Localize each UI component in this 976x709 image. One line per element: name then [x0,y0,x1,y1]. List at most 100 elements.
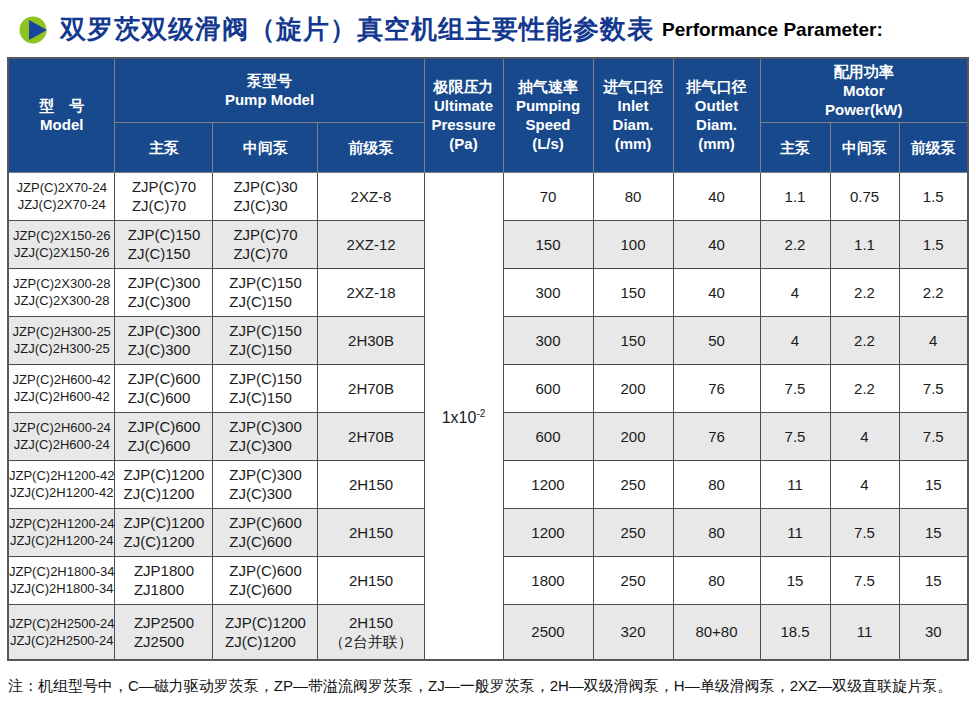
cell-model: JZP(C)2H1800-34 JZJ(C)2H1800-34 [8,556,115,604]
cell-inlet: 150 [593,316,673,364]
cell-main: ZJP1800 ZJ1800 [115,556,213,604]
cell-p2: 4 [830,412,899,460]
cell-p3: 7.5 [899,412,968,460]
performance-parameter-table: 型 号 Model 泵型号 Pump Model 极限压力 Ultimate P… [7,57,969,661]
cell-p1: 11 [760,508,830,556]
cell-fore: 2H150 [318,556,424,604]
footnote: 注：机组型号中，C—磁力驱动罗茨泵，ZP—带溢流阀罗茨泵，ZJ—一般罗茨泵，2H… [8,677,968,696]
cell-model: JZP(C)2H600-42 JZJ(C)2H600-42 [8,364,115,412]
cell-speed: 2500 [503,604,593,660]
cell-p3: 1.5 [899,220,968,268]
cell-p3: 1.5 [899,172,968,220]
cell-inlet: 80 [593,172,673,220]
cell-model: JZP(C)2H300-25 JZJ(C)2H300-25 [8,316,115,364]
cell-p2: 7.5 [830,556,899,604]
header-row-top: 型 号 Model 泵型号 Pump Model 极限压力 Ultimate P… [8,58,968,122]
cell-p1: 11 [760,460,830,508]
cell-p2: 2.2 [830,364,899,412]
cell-main: ZJP(C)70 ZJ(C)70 [115,172,213,220]
pump-model-text: ZJP(C)600 ZJ(C)600 [128,417,201,455]
cell-p2: 4 [830,460,899,508]
pump-model-text: ZJP(C)600 ZJ(C)600 [229,513,302,551]
play-bullet-icon [18,13,52,47]
cell-speed: 1800 [503,556,593,604]
cell-model: JZP(C)2X300-28 JZJ(C)2X300-28 [8,268,115,316]
cell-middle: ZJP(C)70 ZJ(C)70 [213,220,318,268]
cell-model: JZP(C)2H2500-24 JZJ(C)2H2500-24 [8,604,115,660]
cell-inlet: 250 [593,556,673,604]
col-header-inlet-diam: 进气口径 Inlet Diam. (mm) [593,58,673,172]
cell-p1: 4 [760,268,830,316]
cell-outlet: 76 [673,364,760,412]
cell-middle: ZJP(C)300 ZJ(C)300 [213,412,318,460]
cell-main: ZJP(C)300 ZJ(C)300 [115,316,213,364]
col-header-power-middle-pump: 中间泵 [830,122,899,172]
cell-main: ZJP(C)1200 ZJ(C)1200 [115,508,213,556]
cell-outlet: 76 [673,412,760,460]
cell-speed: 300 [503,268,593,316]
cell-main: ZJP(C)300 ZJ(C)300 [115,268,213,316]
pump-model-text: ZJP(C)150 ZJ(C)150 [128,225,201,263]
cell-fore: 2XZ-12 [318,220,424,268]
cell-inlet: 200 [593,412,673,460]
cell-inlet: 320 [593,604,673,660]
page-header: 双罗茨双级滑阀（旋片）真空机组主要性能参数表 Performance Param… [0,0,976,47]
col-header-middle-pump: 中间泵 [213,122,318,172]
cell-p2: 0.75 [830,172,899,220]
cell-fore: 2H150 （2台并联） [318,604,424,660]
col-header-pump-model: 泵型号 Pump Model [115,58,424,122]
pump-model-text: ZJP(C)300 ZJ(C)300 [229,417,302,455]
cell-p1: 4 [760,316,830,364]
col-header-fore-pump: 前级泵 [318,122,424,172]
cell-outlet: 80 [673,508,760,556]
col-header-ultimate-pressure: 极限压力 Ultimate Pressure (Pa) [424,58,503,172]
cell-outlet: 50 [673,316,760,364]
pump-model-text: ZJP(C)600 ZJ(C)600 [128,369,201,407]
cell-middle: ZJP(C)150 ZJ(C)150 [213,268,318,316]
cell-main: ZJP(C)600 ZJ(C)600 [115,364,213,412]
pump-model-text: ZJP(C)1200 ZJ(C)1200 [124,465,205,503]
cell-p2: 2.2 [830,316,899,364]
cell-model: JZP(C)2H600-24 JZJ(C)2H600-24 [8,412,115,460]
pump-model-text: ZJP(C)300 ZJ(C)300 [128,273,201,311]
cell-inlet: 150 [593,268,673,316]
cell-model: JZP(C)2X150-26 JZJ(C)2X150-26 [8,220,115,268]
cell-fore: 2H70B [318,364,424,412]
cell-model: JZP(C)2H1200-24 JZJ(C)2H1200-24 [8,508,115,556]
cell-speed: 150 [503,220,593,268]
table-body: JZP(C)2X70-24 JZJ(C)2X70-24ZJP(C)70 ZJ(C… [8,172,968,660]
cell-middle: ZJP(C)1200 ZJ(C)1200 [213,604,318,660]
cell-p1: 18.5 [760,604,830,660]
cell-p3: 30 [899,604,968,660]
col-header-main-pump: 主泵 [115,122,213,172]
col-header-model: 型 号 Model [8,58,115,172]
pump-model-text: ZJP(C)1200 ZJ(C)1200 [225,613,306,651]
cell-inlet: 100 [593,220,673,268]
col-header-outlet-diam: 排气口径 Outlet Diam. (mm) [673,58,760,172]
cell-model: JZP(C)2H1200-42 JZJ(C)2H1200-42 [8,460,115,508]
cell-main: ZJP2500 ZJ2500 [115,604,213,660]
pump-model-text: ZJP(C)300 ZJ(C)300 [229,465,302,503]
cell-p3: 2.2 [899,268,968,316]
cell-p1: 15 [760,556,830,604]
cell-middle: ZJP(C)30 ZJ(C)30 [213,172,318,220]
cell-middle: ZJP(C)600 ZJ(C)600 [213,556,318,604]
pump-model-text: ZJP(C)70 ZJ(C)70 [233,225,297,263]
cell-outlet: 80 [673,556,760,604]
cell-speed: 70 [503,172,593,220]
pump-model-text: ZJP(C)70 ZJ(C)70 [132,177,196,215]
pump-model-text: ZJP(C)600 ZJ(C)600 [229,561,302,599]
cell-ultimate-pressure-value: 1x10-2 [424,172,503,660]
col-header-motor-power: 配用功率 Motor Power(kW) [760,58,968,122]
cell-inlet: 250 [593,460,673,508]
cell-p3: 7.5 [899,364,968,412]
pump-model-text: ZJP1800 ZJ1800 [134,561,194,599]
cell-p1: 1.1 [760,172,830,220]
pump-model-text: ZJP(C)150 ZJ(C)150 [229,321,302,359]
cell-speed: 300 [503,316,593,364]
cell-fore: 2H150 [318,508,424,556]
cell-outlet: 40 [673,220,760,268]
cell-p3: 15 [899,508,968,556]
col-header-power-fore-pump: 前级泵 [899,122,968,172]
page-title: 双罗茨双级滑阀（旋片）真空机组主要性能参数表 [60,12,654,47]
